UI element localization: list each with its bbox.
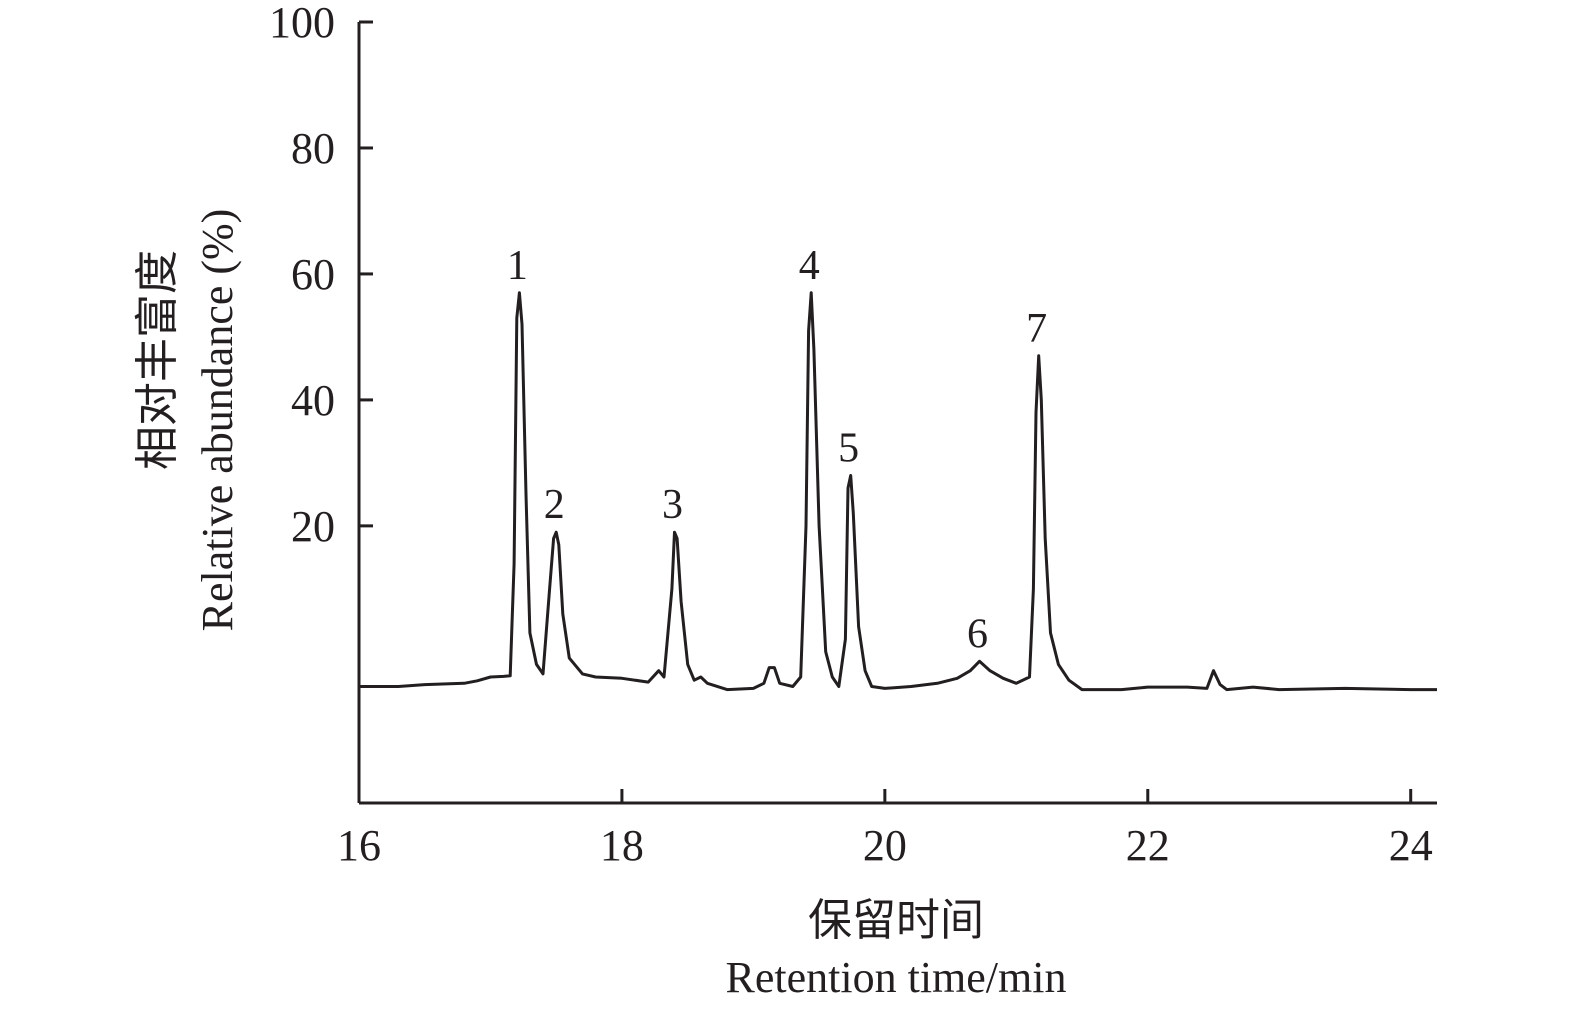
x-tick-label: 22 — [1126, 821, 1170, 870]
x-tick-label: 20 — [863, 821, 907, 870]
chromatogram-trace — [359, 291, 1437, 692]
peak-label-2: 2 — [544, 482, 565, 528]
x-tick-label: 16 — [337, 821, 381, 870]
y-tick-label: 60 — [291, 250, 335, 299]
peak-label-1: 1 — [507, 243, 528, 289]
y-axis-title-en: Relative abundance (%) — [193, 209, 242, 632]
x-tick-label: 18 — [600, 821, 644, 870]
axes — [357, 22, 1437, 805]
y-tick-label: 20 — [291, 502, 335, 551]
peak-label-3: 3 — [662, 482, 683, 528]
x-tick-label: 24 — [1389, 821, 1433, 870]
y-tick-label: 80 — [291, 124, 335, 173]
y-axis-title-cn-group: 相对丰富度 — [133, 250, 182, 470]
peak-labels: 1 2 3 4 5 6 7 — [507, 243, 1047, 657]
peak-label-5: 5 — [838, 425, 859, 471]
x-axis-title-cn: 保留时间 — [808, 896, 984, 945]
y-tick-label: 100 — [269, 0, 335, 47]
y-axis-title: Relative abundance (%) — [193, 209, 242, 632]
peak-label-4: 4 — [799, 243, 820, 289]
y-tick-label: 40 — [291, 376, 335, 425]
x-axis-title-en: Retention time/min — [726, 953, 1067, 1002]
peak-label-6: 6 — [967, 611, 988, 657]
peak-label-7: 7 — [1026, 306, 1047, 352]
y-axis-title-cn: 相对丰富度 — [133, 250, 182, 470]
y-ticks: 20 40 60 80 100 — [269, 0, 373, 551]
x-ticks: 16 18 20 22 24 — [337, 789, 1433, 870]
